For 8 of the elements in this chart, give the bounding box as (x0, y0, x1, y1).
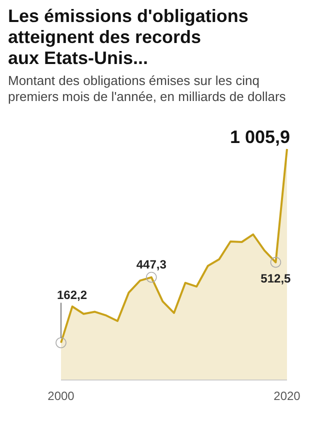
chart-subtitle: Montant des obligations émises sur les cinq premiers mois de l'année, en milliards de dollars (8, 73, 286, 104)
x-tick-label: 2020 (274, 389, 301, 403)
data-label: 512,5 (260, 271, 292, 286)
data-label: 162,2 (57, 288, 88, 302)
data-label: 1 005,9 (230, 127, 290, 147)
chart-title: Les émissions d'obligations atteignent des records aux Etats-Unis... (8, 6, 248, 68)
data-label: 447,3 (136, 257, 167, 272)
x-tick-label: 2000 (48, 389, 75, 403)
